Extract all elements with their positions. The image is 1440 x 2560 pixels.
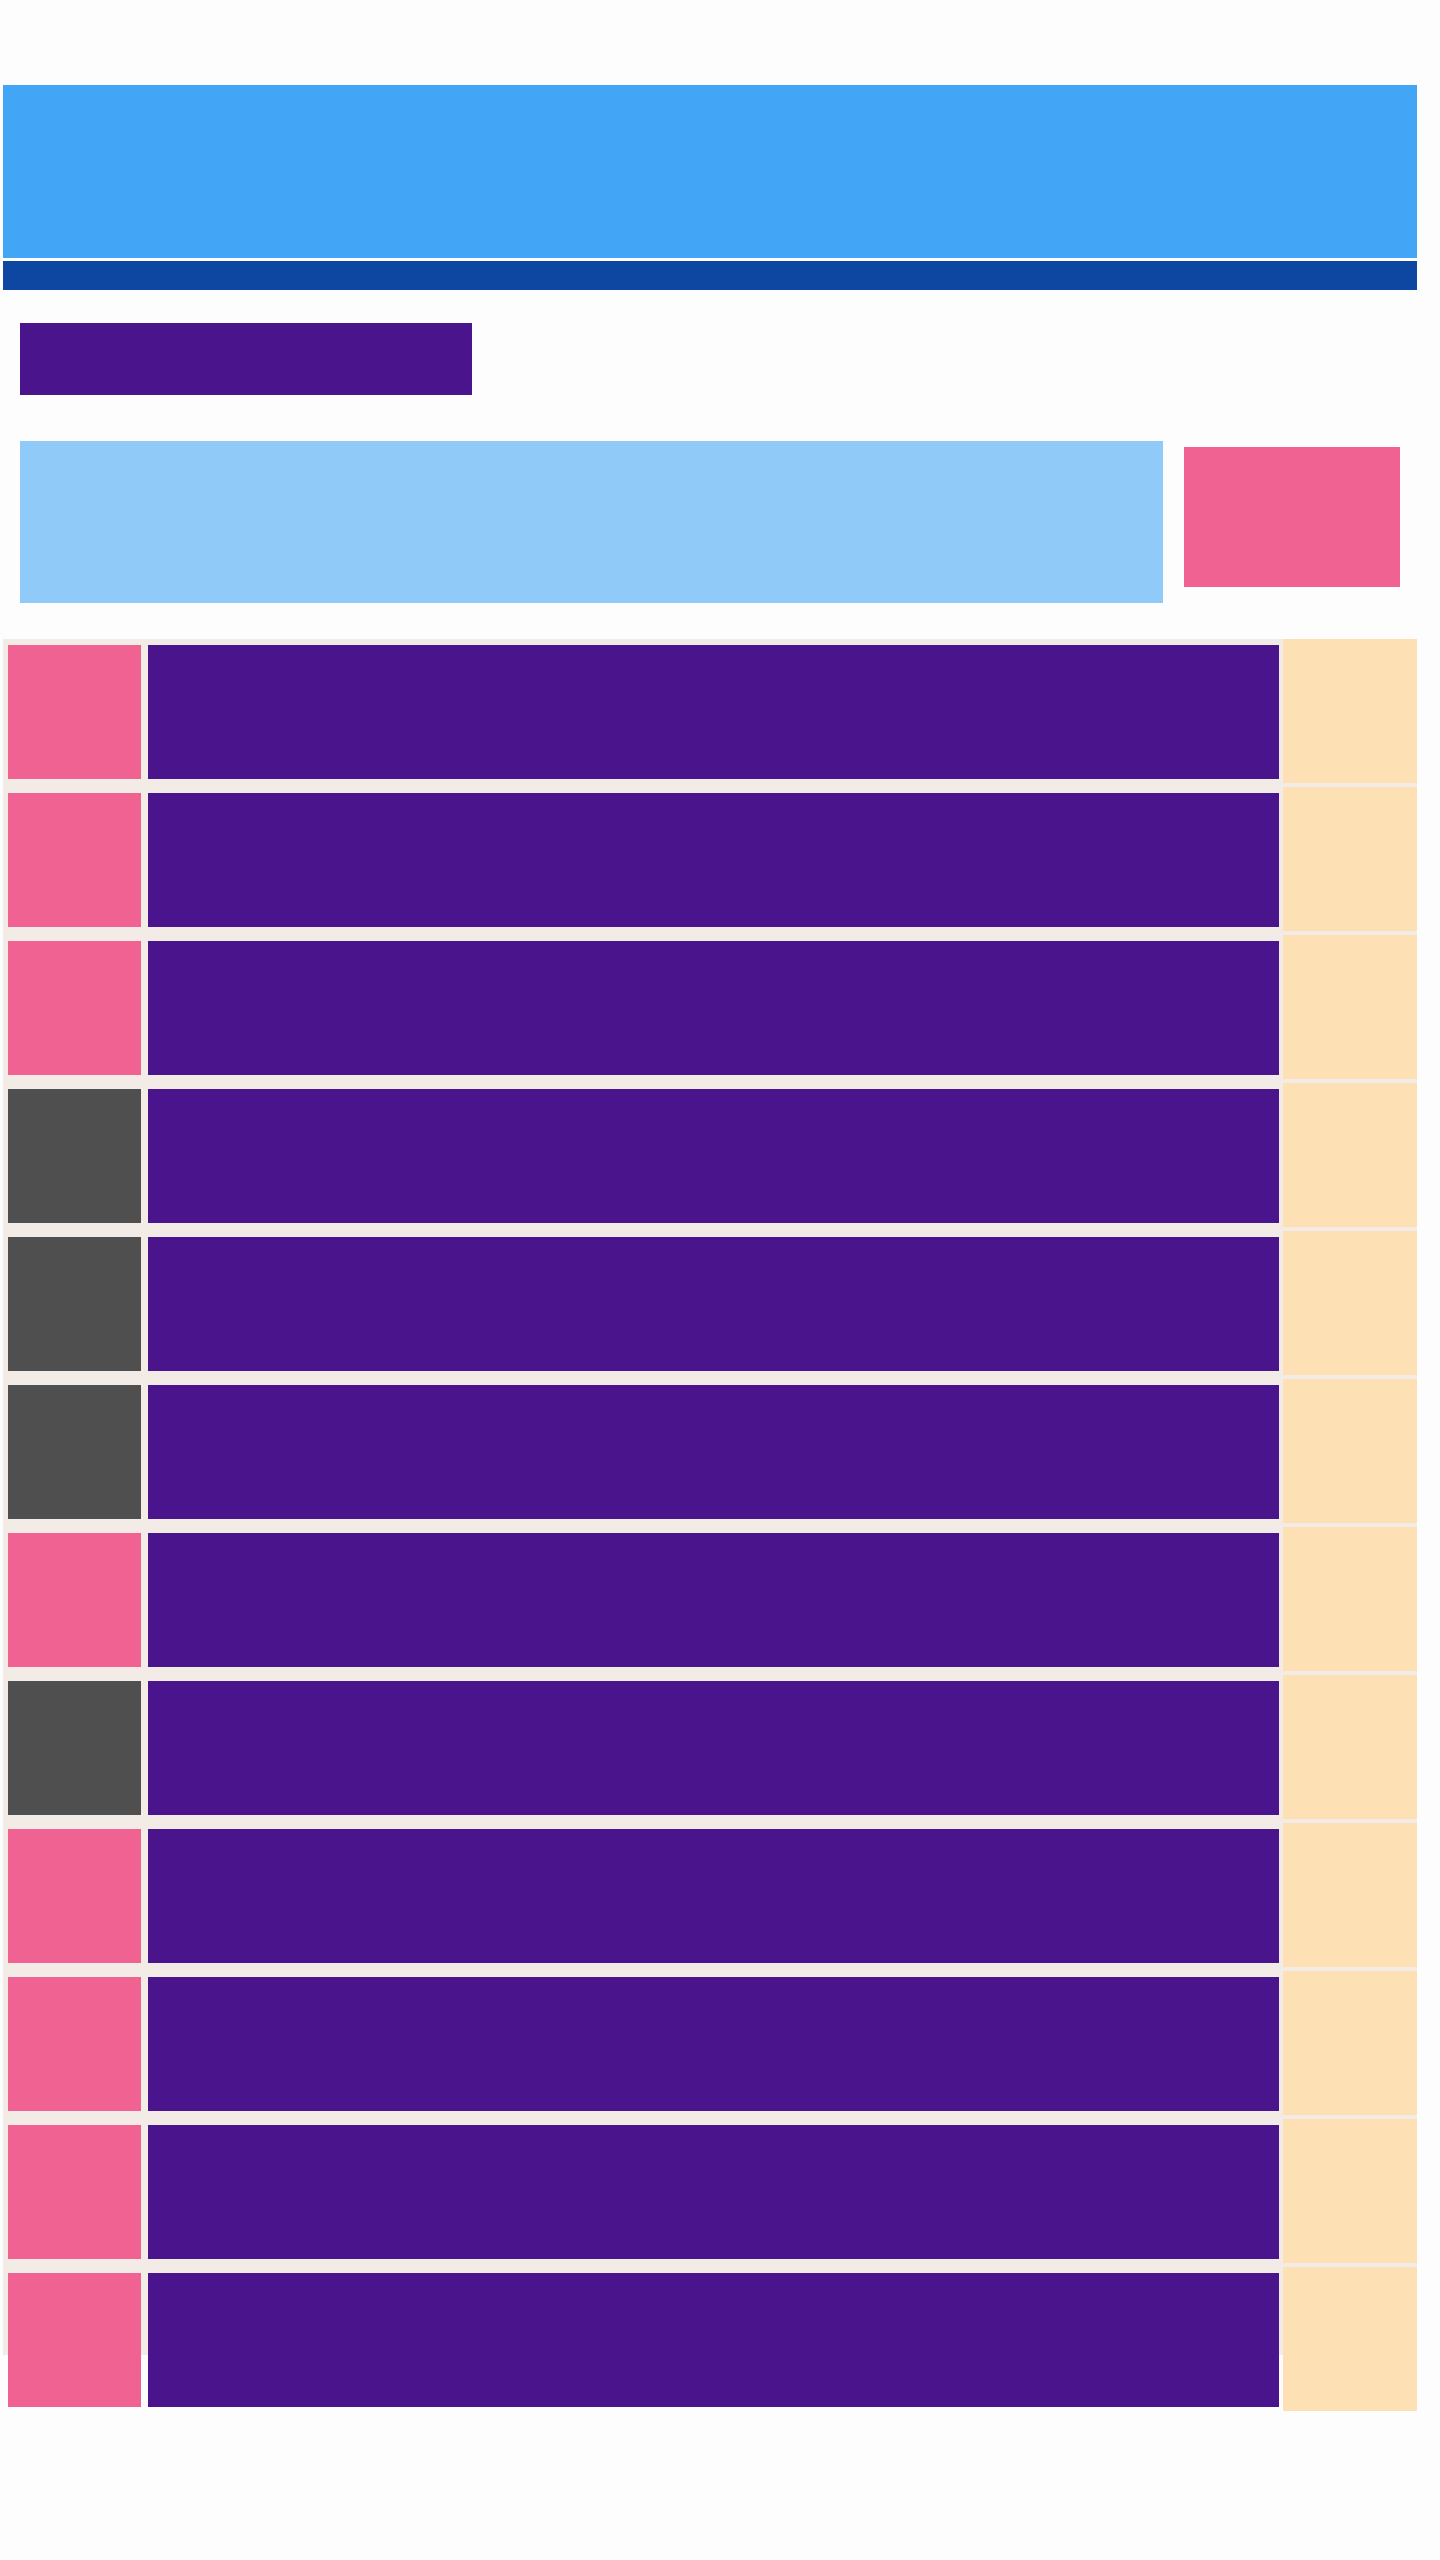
list-item-label[interactable] xyxy=(148,793,1279,927)
list-item-trailing xyxy=(1283,1083,1417,1227)
search-field[interactable] xyxy=(20,441,1163,603)
list-item-tag[interactable] xyxy=(8,1237,141,1371)
list-item[interactable] xyxy=(3,1675,1417,1819)
list-item-tag[interactable] xyxy=(8,1681,141,1815)
list-item-trailing xyxy=(1283,787,1417,931)
list-item-label[interactable] xyxy=(148,941,1279,1075)
list-item-trailing xyxy=(1283,2119,1417,2263)
list-item[interactable] xyxy=(3,1823,1417,1967)
list-item[interactable] xyxy=(3,1379,1417,1523)
list-item[interactable] xyxy=(3,639,1417,783)
list-item-tag[interactable] xyxy=(8,941,141,1075)
tab-strip[interactable] xyxy=(3,261,1417,290)
list-item-label[interactable] xyxy=(148,1977,1279,2111)
list-item[interactable] xyxy=(3,1527,1417,1671)
list-item-trailing xyxy=(1283,639,1417,783)
list-item-label[interactable] xyxy=(148,1533,1279,1667)
list-item-tag[interactable] xyxy=(8,1533,141,1667)
list-item-label[interactable] xyxy=(148,1089,1279,1223)
list-item[interactable] xyxy=(3,1231,1417,1375)
list-item-tag[interactable] xyxy=(8,2273,141,2407)
list-item-tag[interactable] xyxy=(8,1089,141,1223)
list-item[interactable] xyxy=(3,1083,1417,1227)
list-item-label[interactable] xyxy=(148,1385,1279,1519)
list-item-tag[interactable] xyxy=(8,793,141,927)
list-item-tag[interactable] xyxy=(8,2125,141,2259)
list-item-trailing xyxy=(1283,1527,1417,1671)
list-item-trailing xyxy=(1283,935,1417,1079)
app-bar-divider xyxy=(3,258,1417,261)
list-item-trailing xyxy=(1283,1231,1417,1375)
app-bar xyxy=(3,85,1417,258)
list-item-label[interactable] xyxy=(148,645,1279,779)
list-item-label[interactable] xyxy=(148,2125,1279,2259)
list-item-tag[interactable] xyxy=(8,645,141,779)
list-item-label[interactable] xyxy=(148,1829,1279,1963)
list-item-label[interactable] xyxy=(148,1237,1279,1371)
list-item[interactable] xyxy=(3,2119,1417,2263)
list-item-label[interactable] xyxy=(148,2273,1279,2407)
list-item[interactable] xyxy=(3,1971,1417,2115)
list-item-trailing xyxy=(1283,2267,1417,2411)
list-item-tag[interactable] xyxy=(8,1385,141,1519)
list-panel xyxy=(3,639,1417,2411)
list-item-tag[interactable] xyxy=(8,1829,141,1963)
list-item[interactable] xyxy=(3,787,1417,931)
list-item-trailing xyxy=(1283,1823,1417,1967)
list-item-trailing xyxy=(1283,1971,1417,2115)
list-item[interactable] xyxy=(3,935,1417,1079)
list-item[interactable] xyxy=(3,2267,1417,2411)
list-item-trailing xyxy=(1283,1379,1417,1523)
list-item-trailing xyxy=(1283,1675,1417,1819)
action-button[interactable] xyxy=(1184,447,1400,587)
list-item-label[interactable] xyxy=(148,1681,1279,1815)
list-item-tag[interactable] xyxy=(8,1977,141,2111)
section-heading xyxy=(20,323,472,395)
